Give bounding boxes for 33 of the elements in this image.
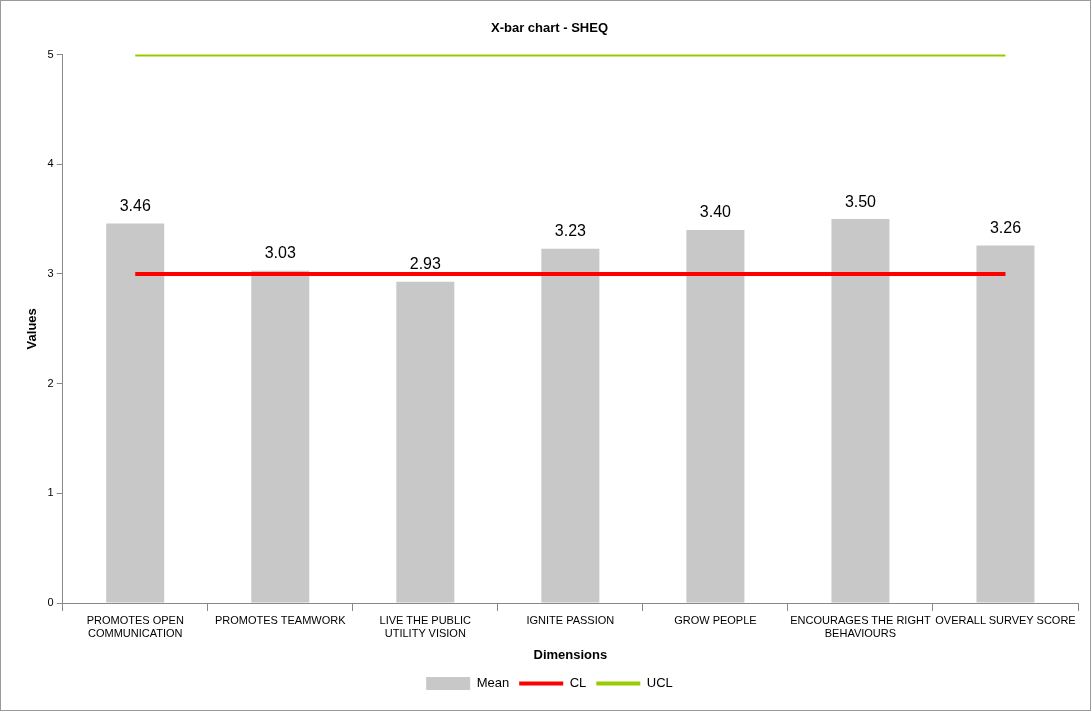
x-tick-label: GROW PEOPLE xyxy=(674,613,757,626)
x-tick-label: OVERALL SURVEY SCORE xyxy=(935,613,1076,626)
y-tick-label: 5 xyxy=(47,47,54,60)
y-tick-label: 0 xyxy=(47,596,54,609)
bar xyxy=(106,223,165,603)
data-label: 2.93 xyxy=(409,255,441,273)
x-tick-label: ENCOURAGES THE RIGHT BEHAVIOURS xyxy=(790,613,931,639)
x-tick-label: PROMOTES TEAMWORK xyxy=(214,613,347,626)
bar xyxy=(541,248,600,603)
data-label: 3.40 xyxy=(699,203,732,221)
legend-label: UCL xyxy=(646,675,673,691)
data-label: 3.26 xyxy=(989,218,1022,236)
y-tick-label: 1 xyxy=(47,486,54,499)
data-label: 3.50 xyxy=(844,192,877,210)
x-tick-label: PROMOTES OPEN COMMUNICATION xyxy=(86,613,184,639)
chart-title: X-bar chart - SHEQ xyxy=(490,20,609,36)
y-tick-label: 4 xyxy=(47,157,54,170)
x-tick-label: LIVE THE PUBLIC UTILITY VISION xyxy=(379,613,472,639)
legend-label: CL xyxy=(569,675,587,691)
x-axis-title: Dimensions xyxy=(533,646,608,662)
legend-label: Mean xyxy=(476,675,510,691)
data-label: 3.23 xyxy=(554,222,587,240)
bar xyxy=(831,219,890,603)
bar xyxy=(251,270,310,603)
data-label: 3.03 xyxy=(264,244,296,262)
bar xyxy=(686,230,745,603)
bar xyxy=(396,281,455,603)
y-axis-title: Values xyxy=(24,308,40,350)
data-label: 3.46 xyxy=(119,196,151,214)
bar xyxy=(976,245,1035,603)
y-tick-label: 3 xyxy=(47,266,54,279)
y-tick-label: 2 xyxy=(47,376,54,389)
x-tick-label: IGNITE PASSION xyxy=(526,613,615,626)
